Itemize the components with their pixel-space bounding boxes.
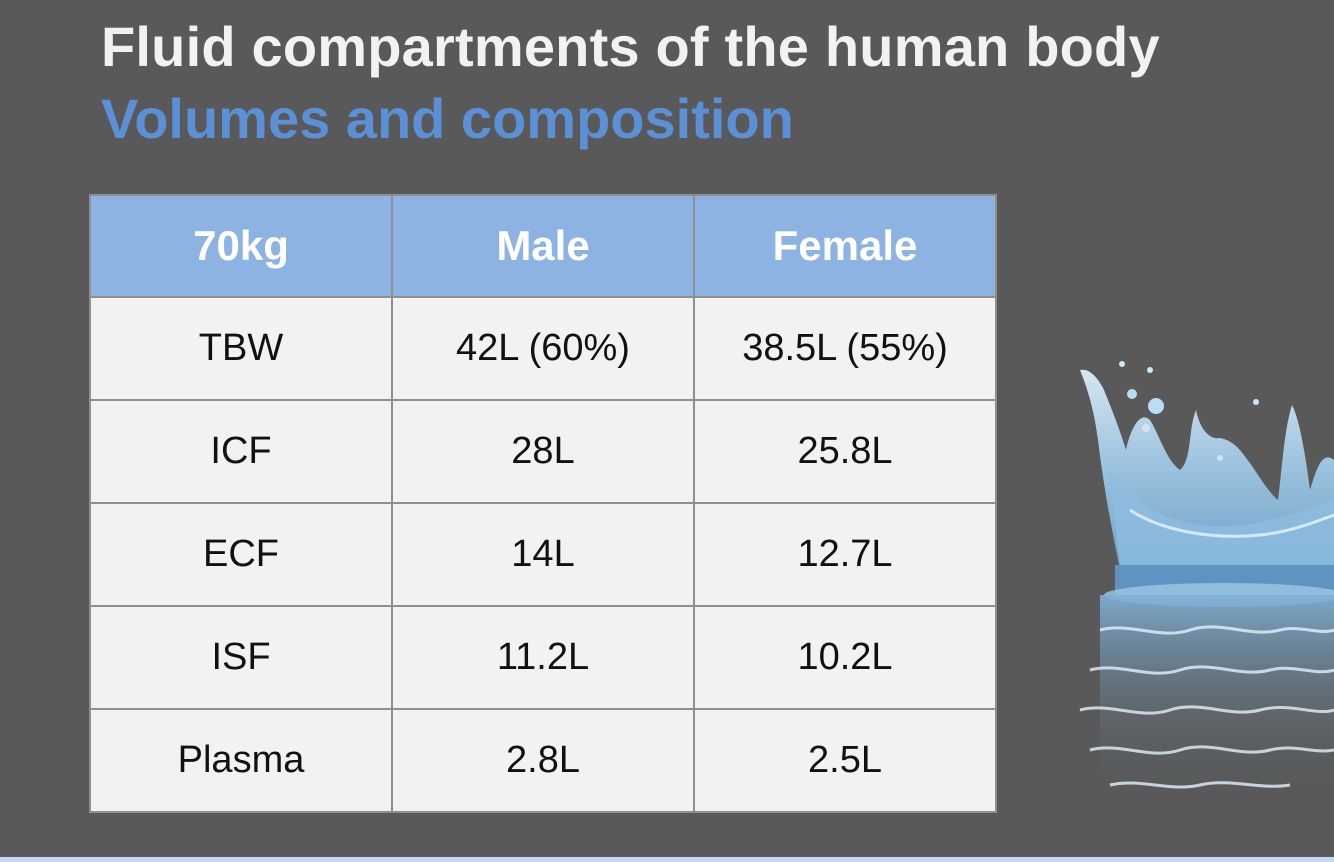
female-value: 38.5L (55%) xyxy=(693,296,997,401)
female-value: 2.5L xyxy=(693,708,997,813)
slide-title: Fluid compartments of the human body xyxy=(101,15,1160,78)
male-value: 42L (60%) xyxy=(391,296,695,401)
male-value: 2.8L xyxy=(391,708,695,813)
row-label: ECF xyxy=(89,502,393,607)
table-row: ISF 11.2L 10.2L xyxy=(89,605,997,710)
male-value: 11.2L xyxy=(391,605,695,710)
row-label: Plasma xyxy=(89,708,393,813)
table-row: ICF 28L 25.8L xyxy=(89,399,997,504)
table-row: Plasma 2.8L 2.5L xyxy=(89,708,997,813)
female-value: 10.2L xyxy=(693,605,997,710)
fluid-volume-table: 70kg Male Female TBW 42L (60%) 38.5L (55… xyxy=(89,194,997,813)
male-value: 14L xyxy=(391,502,695,607)
table-header-row: 70kg Male Female xyxy=(89,194,997,298)
header-female: Female xyxy=(693,194,997,298)
row-label: TBW xyxy=(89,296,393,401)
header-weight: 70kg xyxy=(89,194,393,298)
row-label: ISF xyxy=(89,605,393,710)
slide-subtitle: Volumes and composition xyxy=(101,87,794,150)
bottom-divider xyxy=(0,857,1334,862)
table-row: ECF 14L 12.7L xyxy=(89,502,997,607)
water-splash-icon xyxy=(1079,361,1334,795)
male-value: 28L xyxy=(391,399,695,504)
female-value: 12.7L xyxy=(693,502,997,607)
table-row: TBW 42L (60%) 38.5L (55%) xyxy=(89,296,997,401)
female-value: 25.8L xyxy=(693,399,997,504)
row-label: ICF xyxy=(89,399,393,504)
header-male: Male xyxy=(391,194,695,298)
